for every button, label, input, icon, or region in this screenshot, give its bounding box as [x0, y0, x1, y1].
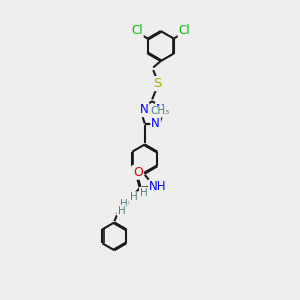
Text: O: O: [133, 166, 143, 179]
Text: H: H: [118, 206, 126, 216]
Text: N: N: [151, 117, 160, 130]
Text: H: H: [130, 192, 137, 202]
Text: N: N: [140, 103, 148, 116]
Text: Cl: Cl: [179, 24, 190, 38]
Text: CH₃: CH₃: [150, 106, 169, 116]
Text: NH: NH: [149, 180, 167, 193]
Text: H: H: [120, 199, 128, 209]
Text: Cl: Cl: [131, 24, 143, 38]
Text: H: H: [140, 188, 148, 198]
Text: S: S: [153, 77, 162, 90]
Text: N: N: [156, 103, 164, 116]
